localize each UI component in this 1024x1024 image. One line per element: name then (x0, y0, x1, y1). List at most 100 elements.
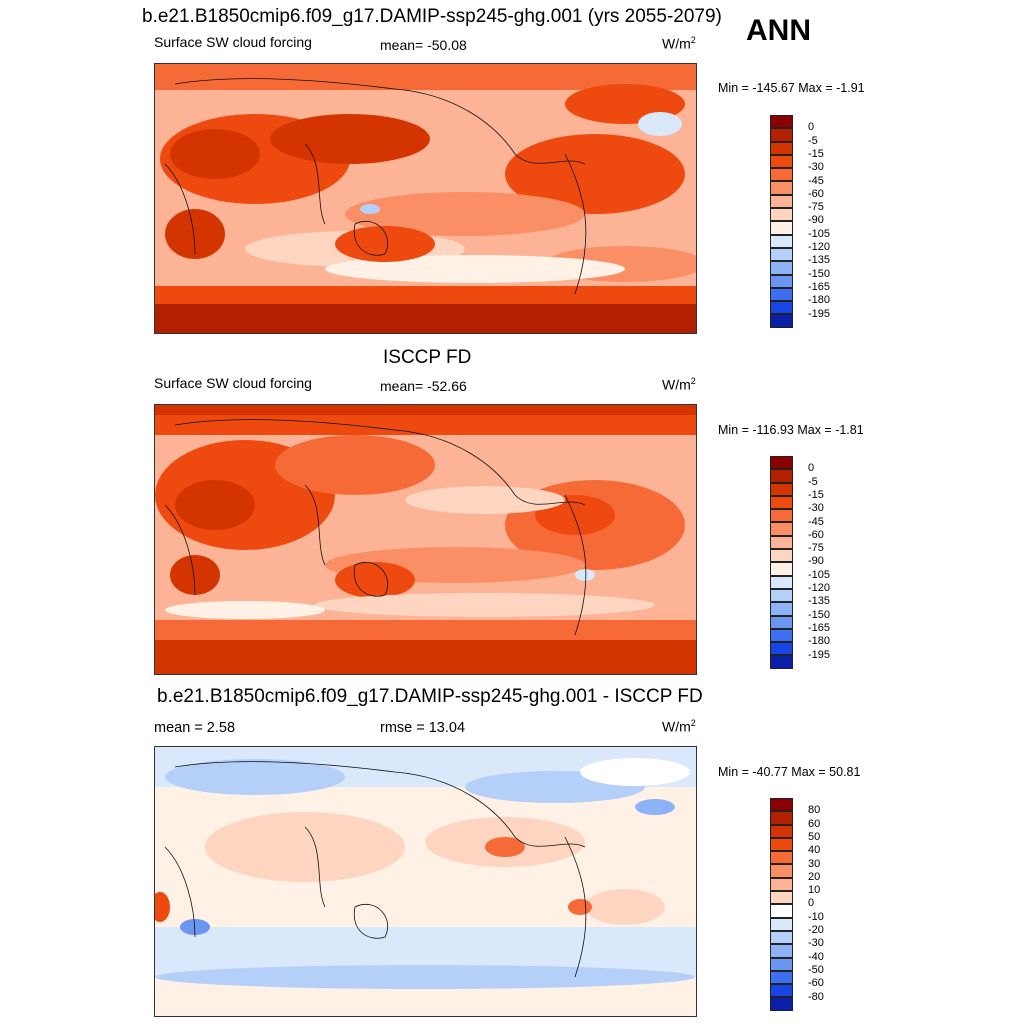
colorbar-swatch (770, 181, 793, 195)
colorbar-swatch (770, 944, 793, 958)
colorbar-tick-label: -45 (808, 174, 824, 187)
colorbar-tick-label: 50 (808, 830, 821, 843)
colorbar-tick-label: -15 (808, 147, 824, 160)
colorbar-swatch (770, 984, 793, 998)
colorbar-tick-label: -60 (808, 187, 824, 200)
panel1-minmax: Min = -145.67 Max = -1.91 (718, 81, 865, 95)
colorbar-swatch (770, 301, 793, 315)
colorbar-swatch (770, 456, 793, 470)
colorbar-tick-label: -60 (808, 977, 824, 990)
panel1-title: b.e21.B1850cmip6.f09_g17.DAMIP-ssp245-gh… (142, 6, 722, 27)
colorbar-tick-label: 60 (808, 817, 821, 830)
colorbar-tick-label: 20 (808, 870, 821, 883)
colorbar-tick-label: -90 (808, 214, 824, 227)
colorbar-swatch (770, 930, 793, 945)
colorbar-swatch (770, 495, 793, 510)
colorbar-swatch (770, 891, 793, 905)
colorbar-swatch (770, 824, 793, 838)
colorbar-swatch (770, 575, 793, 589)
colorbar-swatch (770, 602, 793, 616)
panel2-variable-label: Surface SW cloud forcing (154, 375, 312, 391)
colorbar-tick-label: -40 (808, 950, 824, 963)
colorbar-tick-label: -90 (808, 555, 824, 568)
colorbar-swatch (770, 851, 793, 865)
colorbar-swatch (770, 997, 793, 1011)
colorbar-swatch (770, 482, 793, 496)
colorbar-swatch (770, 234, 793, 248)
colorbar-tick-label: -120 (808, 582, 831, 594)
colorbar-tick-label: 0 (808, 121, 815, 134)
colorbar-swatch (770, 877, 793, 892)
colorbar-tick-label: -105 (808, 568, 831, 581)
panel3-rmse-label: rmse = 13.04 (380, 720, 466, 736)
panel2-colorbar: 0 -5 -15 -30 -45 -60 -75 -90 -105 -120 -135 -150 -16… (770, 456, 830, 669)
colorbar-swatch (770, 917, 793, 931)
colorbar-tick-label: -180 (808, 635, 831, 648)
colorbar-swatch (770, 194, 793, 209)
colorbar-swatch (770, 115, 793, 129)
colorbar-tick-label: -150 (808, 608, 831, 621)
colorbar-swatch (770, 642, 793, 656)
colorbar-tick-label: 10 (808, 884, 821, 897)
colorbar-swatch (770, 549, 793, 563)
season-label: ANN (746, 14, 811, 47)
colorbar-tick-label: -30 (808, 161, 824, 174)
colorbar-swatch (770, 274, 793, 288)
colorbar-tick-label: -80 (808, 990, 824, 1003)
colorbar-tick-label: 0 (808, 897, 815, 910)
colorbar-swatch (770, 628, 793, 643)
colorbar-tick-label: 30 (808, 857, 821, 870)
colorbar-tick-label: -75 (808, 542, 824, 555)
colorbar-tick-label: -165 (808, 621, 831, 634)
colorbar-tick-label: -165 (808, 280, 831, 293)
panel2-minmax: Min = -116.93 Max = -1.81 (718, 423, 864, 437)
colorbar-swatch (770, 957, 793, 971)
colorbar-tick-label: -45 (808, 515, 824, 528)
panel1-mean-label: mean= -50.08 (380, 37, 467, 53)
colorbar-swatch (770, 247, 793, 262)
colorbar-swatch (770, 287, 793, 302)
panel3-title: b.e21.B1850cmip6.f09_g17.DAMIP-ssp245-gh… (157, 686, 703, 707)
colorbar-swatch (770, 509, 793, 523)
colorbar-tick-label: -120 (808, 241, 831, 253)
colorbar-tick-label: -135 (808, 595, 831, 608)
colorbar-tick-label: -30 (808, 937, 824, 950)
colorbar-swatch (770, 522, 793, 536)
colorbar-tick-label: -75 (808, 201, 824, 214)
colorbar-swatch (770, 562, 793, 576)
panel1-colorbar: 0 -5 -15 -30 -45 -60 -75 -90 -105 -120 -135 -150 -16… (770, 115, 830, 328)
colorbar-tick-label: -30 (808, 502, 824, 515)
colorbar-swatch (770, 655, 793, 669)
colorbar-tick-label: -150 (808, 267, 831, 280)
panel2-mean-label: mean= -52.66 (380, 378, 467, 394)
panel3-units: W/m2 (662, 718, 696, 735)
panel1-units: W/m2 (662, 35, 696, 52)
panel1-variable-label: Surface SW cloud forcing (154, 34, 312, 50)
panel2-title: ISCCP FD (383, 347, 472, 368)
panel3-map (154, 746, 697, 1017)
colorbar-swatch (770, 535, 793, 550)
colorbar-tick-label: -135 (808, 254, 831, 267)
colorbar-tick-label: -15 (808, 488, 824, 501)
colorbar-swatch (770, 798, 793, 812)
panel3-minmax: Min = -40.77 Max = 50.81 (718, 765, 861, 779)
colorbar-tick-label: -180 (808, 294, 831, 307)
colorbar-swatch (770, 221, 793, 235)
colorbar-tick-label: -20 (808, 924, 824, 936)
colorbar-tick-label: -60 (808, 528, 824, 541)
colorbar-swatch (770, 811, 793, 825)
colorbar-tick-label: -5 (808, 475, 818, 488)
panel2-units: W/m2 (662, 376, 696, 393)
colorbar-swatch (770, 588, 793, 603)
colorbar-swatch (770, 469, 793, 483)
colorbar-swatch (770, 154, 793, 169)
colorbar-tick-label: 0 (808, 462, 815, 475)
colorbar-tick-label: -10 (808, 910, 824, 923)
colorbar-tick-label: 40 (808, 844, 821, 857)
colorbar-swatch (770, 864, 793, 878)
panel1-map (154, 63, 697, 334)
colorbar-tick-label: -50 (808, 963, 824, 976)
colorbar-swatch (770, 128, 793, 142)
colorbar-tick-label: -105 (808, 227, 831, 240)
colorbar-tick-label: 80 (808, 804, 821, 817)
